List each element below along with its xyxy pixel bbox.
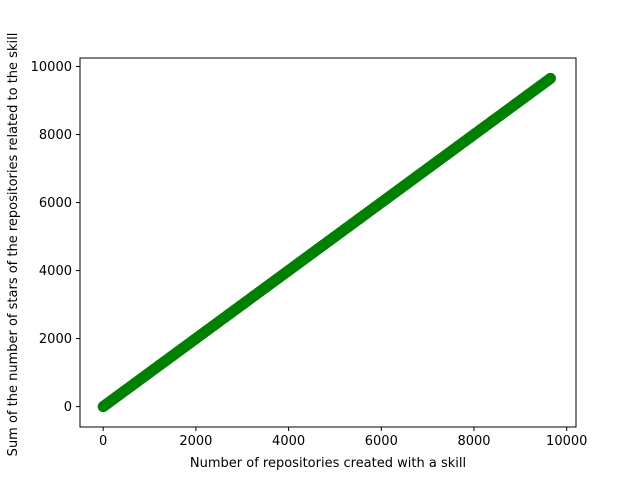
x-tick-label: 0 — [99, 434, 107, 449]
x-tick-label: 10000 — [546, 434, 587, 449]
axes-frame — [79, 57, 577, 428]
y-tick-label: 4000 — [39, 264, 72, 279]
y-tick-label: 2000 — [39, 332, 72, 347]
x-tick-label: 8000 — [457, 434, 490, 449]
y-tick-label: 0 — [64, 400, 72, 415]
x-tick-label: 2000 — [179, 434, 212, 449]
x-axis-label: Number of repositories created with a sk… — [190, 456, 466, 471]
x-axis-ticks: 0 2000 4000 6000 8000 10000 — [99, 427, 587, 449]
x-tick-label: 4000 — [272, 434, 305, 449]
y-axis-ticks: 0 2000 4000 6000 8000 10000 — [31, 60, 80, 415]
y-tick-label: 8000 — [39, 128, 72, 143]
y-tick-label: 10000 — [31, 60, 72, 75]
data-point — [545, 72, 556, 84]
y-axis-label: Sum of the number of stars of the reposi… — [6, 33, 21, 457]
data-points — [97, 72, 556, 413]
y-tick-label: 6000 — [39, 196, 72, 211]
x-tick-label: 6000 — [365, 434, 398, 449]
